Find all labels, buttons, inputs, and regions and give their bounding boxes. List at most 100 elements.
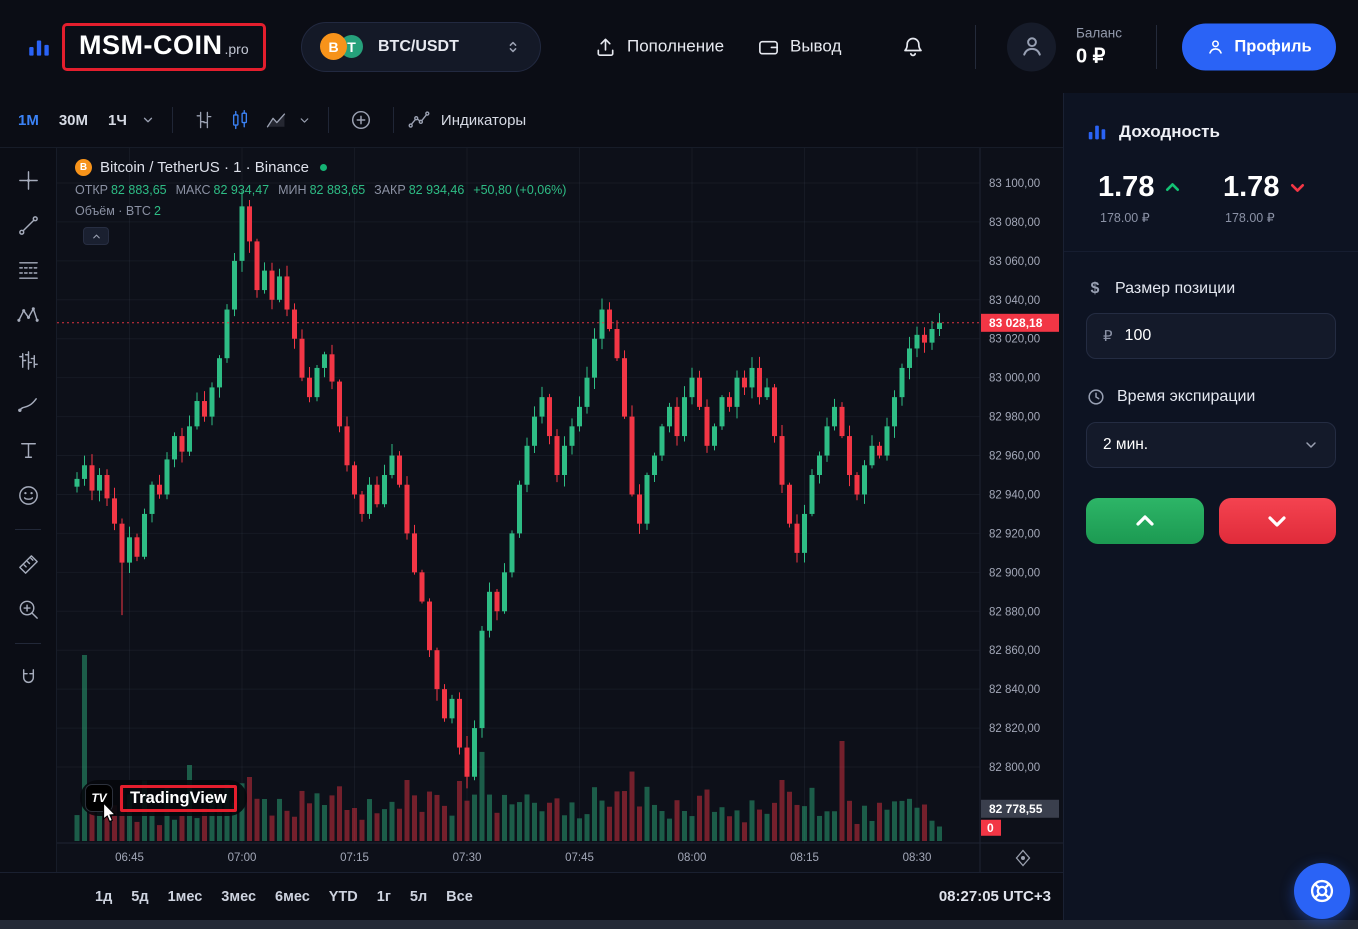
svg-text:82 840,00: 82 840,00 — [989, 684, 1040, 696]
withdraw-button[interactable]: Вывод — [757, 35, 841, 58]
crosshair-icon[interactable] — [10, 162, 46, 198]
header: MSM-COIN .pro B T BTC/USDT Пополнение Вы… — [0, 0, 1358, 93]
compare-plus-icon[interactable] — [342, 104, 380, 136]
position-size-label: Размер позиции — [1115, 280, 1236, 297]
market-status-dot — [320, 164, 327, 171]
avatar[interactable] — [1007, 22, 1056, 71]
indicators-label: Индикаторы — [440, 111, 527, 129]
profit-bars-icon — [1086, 121, 1108, 143]
bars-pattern-icon[interactable] — [10, 342, 46, 378]
profit-header: Доходность — [1086, 121, 1336, 143]
range-1г[interactable]: 1г — [370, 884, 398, 910]
svg-text:07:00: 07:00 — [228, 852, 257, 864]
profit-row: 1.78 178.00 ₽ 1.78 178.00 ₽ — [1086, 171, 1336, 225]
measure-icon[interactable] — [10, 546, 46, 582]
chart-legend: B Bitcoin / TetherUS · 1 · Binance ОТКР … — [75, 159, 575, 245]
notifications-button[interactable] — [901, 35, 925, 59]
range-Все[interactable]: Все — [439, 884, 480, 910]
range-3мес[interactable]: 3мес — [214, 884, 263, 910]
expiration-select[interactable]: 2 мин. — [1086, 422, 1336, 468]
trend-line-icon[interactable] — [10, 207, 46, 243]
fib-retracement-icon[interactable] — [10, 252, 46, 288]
profit-up-amount: 178.00 ₽ — [1100, 211, 1150, 225]
svg-text:83 080,00: 83 080,00 — [989, 217, 1040, 229]
trade-buttons — [1086, 498, 1336, 544]
chart-area[interactable]: 83 100,00 83 080,00 83 060,00 83 040,00 83 0… — [57, 148, 1063, 872]
brush-icon[interactable] — [10, 387, 46, 423]
pair-selector[interactable]: B T BTC/USDT — [301, 21, 541, 72]
support-button[interactable] — [1294, 863, 1350, 919]
clock[interactable]: 08:27:05 UTC+3 — [938, 888, 1051, 905]
zoom-in-icon[interactable] — [10, 591, 46, 627]
put-down-button[interactable] — [1218, 498, 1336, 544]
lifebuoy-icon — [1310, 879, 1334, 903]
timeframe-1Ч[interactable]: 1Ч — [98, 106, 137, 135]
svg-text:08:00: 08:00 — [678, 852, 707, 864]
high-value: 82 934,47 — [213, 183, 270, 197]
header-divider — [975, 24, 976, 69]
profit-up-multiplier: 1.78 — [1098, 171, 1155, 203]
volume-row: Объём · BTC 2 — [75, 204, 575, 218]
person-icon — [1206, 37, 1225, 56]
svg-text:83 100,00: 83 100,00 — [989, 178, 1040, 190]
area-style-icon[interactable] — [258, 105, 294, 135]
balance-block: Баланс 0 ₽ — [1076, 25, 1122, 68]
chevron-up-icon — [1136, 515, 1154, 526]
indicators-button[interactable]: Индикаторы — [407, 108, 526, 132]
toolbar-separator — [15, 529, 41, 530]
range-YTD[interactable]: YTD — [322, 884, 365, 910]
pair-label: BTC/USDT — [378, 37, 459, 55]
deposit-label: Пополнение — [627, 36, 725, 56]
chart-toolbar: 1M 30M 1Ч Индикаторы — [0, 93, 1063, 148]
toolbar-separator — [15, 643, 41, 644]
brand-name: MSM-COIN — [79, 29, 223, 60]
withdraw-label: Вывод — [790, 36, 842, 56]
change-value: +50,80 (+0,06%) — [473, 183, 567, 197]
timeframe-dropdown-chevron-icon[interactable] — [137, 109, 159, 131]
logo-chart-icon — [26, 34, 52, 60]
time-axis-settings-icon[interactable] — [1015, 849, 1031, 867]
svg-text:83 060,00: 83 060,00 — [989, 256, 1040, 268]
emoji-icon[interactable] — [10, 477, 46, 513]
balance-value: 0 ₽ — [1076, 45, 1106, 67]
xabcd-pattern-icon[interactable] — [10, 297, 46, 333]
profile-button[interactable]: Профиль — [1182, 23, 1336, 70]
bars-style-icon[interactable] — [186, 105, 222, 135]
range-6мес[interactable]: 6мес — [268, 884, 317, 910]
horizontal-scrollbar[interactable] — [0, 920, 1358, 929]
position-size-field[interactable]: ₽ — [1086, 313, 1336, 359]
legend-collapse-button[interactable] — [83, 227, 109, 245]
open-value: 82 883,65 — [110, 183, 167, 197]
style-dropdown-chevron-icon[interactable] — [294, 110, 315, 131]
profile-label: Профиль — [1234, 37, 1312, 55]
range-1д[interactable]: 1д — [88, 884, 119, 910]
range-5д[interactable]: 5д — [124, 884, 155, 910]
svg-text:08:15: 08:15 — [790, 852, 819, 864]
panel-divider — [1064, 251, 1358, 252]
chevron-down-icon — [1303, 437, 1319, 453]
range-5л[interactable]: 5л — [403, 884, 434, 910]
svg-text:83 020,00: 83 020,00 — [989, 334, 1040, 346]
text-icon[interactable] — [10, 432, 46, 468]
timeframe-1M[interactable]: 1M — [8, 106, 49, 135]
candles-style-icon[interactable] — [222, 105, 258, 135]
deposit-button[interactable]: Пополнение — [594, 35, 724, 58]
chart-canvas[interactable]: 83 100,00 83 080,00 83 060,00 83 040,00 83 0… — [57, 148, 1063, 872]
svg-text:82 980,00: 82 980,00 — [989, 412, 1040, 424]
svg-text:08:30: 08:30 — [903, 852, 932, 864]
position-size-input[interactable] — [1124, 327, 1319, 345]
svg-text:0: 0 — [987, 821, 994, 835]
tradingview-watermark[interactable]: TV TradingView — [80, 780, 247, 816]
symbol-title-row: B Bitcoin / TetherUS · 1 · Binance — [75, 159, 575, 176]
range-1мес[interactable]: 1мес — [161, 884, 210, 910]
timeframe-30M[interactable]: 30M — [49, 106, 98, 135]
call-up-button[interactable] — [1086, 498, 1204, 544]
magnet-icon[interactable] — [10, 660, 46, 696]
position-size-header: $ Размер позиции — [1086, 280, 1336, 298]
ruble-symbol: ₽ — [1103, 328, 1113, 345]
brand-logo[interactable]: MSM-COIN .pro — [62, 22, 266, 71]
chevron-up-icon — [92, 234, 100, 238]
expiration-label: Время экспирации — [1117, 388, 1256, 405]
chevron-down-icon — [1268, 516, 1286, 527]
expiration-header: Время экспирации — [1086, 387, 1336, 407]
